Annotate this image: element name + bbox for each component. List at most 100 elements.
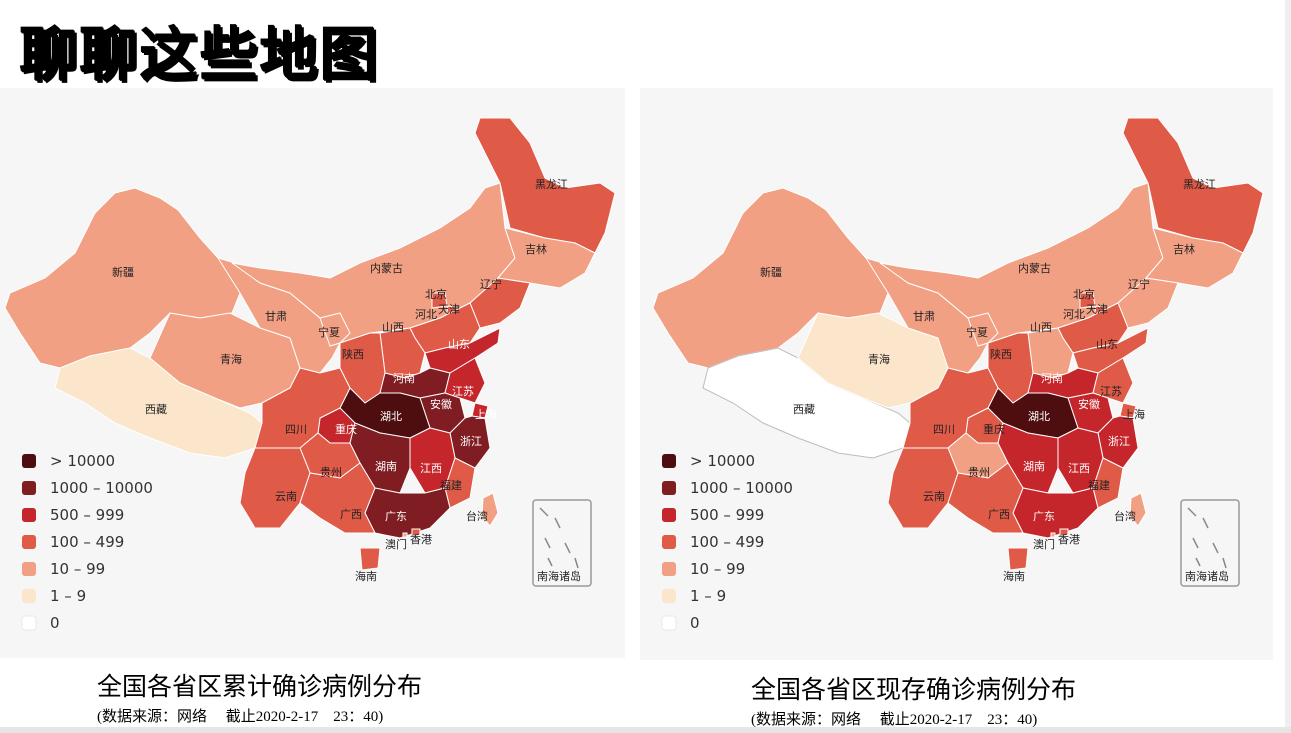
legend-label: > 10000 [50,452,115,470]
label-hubei: 湖北 [1028,410,1050,423]
label-jiangsu: 江苏 [452,385,474,398]
legend-label: 1 – 9 [50,587,86,605]
province-aomen [1050,532,1056,538]
inset-dash [1187,507,1197,517]
inset-dash [1202,517,1209,529]
label-sichuan: 四川 [285,423,307,436]
legend-swatch [22,454,36,468]
label-guangdong: 广东 [1033,510,1055,523]
province-ningxia [967,312,999,347]
caption-cumulative: 全国各省区累计确诊病例分布 (数据来源：网络 截止2020-2-17 23：40… [97,667,422,726]
province-taiwan [481,492,499,527]
legend-swatch [662,481,676,495]
legend-label: 0 [50,614,60,632]
caption-current: 全国各省区现存确诊病例分布 (数据来源：网络 截止2020-2-17 23：40… [751,670,1076,729]
label-sichuan: 四川 [933,423,955,436]
legend-swatch [22,562,36,576]
label-shanghai: 上海 [1123,407,1145,421]
label-yunnan: 云南 [275,490,297,503]
label-neimenggu: 内蒙古 [1018,261,1051,275]
caption-source: (数据来源：网络 截止2020-2-17 23：40) [751,712,1038,728]
province-fujian [444,457,476,509]
map-panel-current: 新疆 西藏 青海 甘肃 内蒙古 黑龙江 吉林 辽宁 北京 天津 河北 山西 宁夏 陕西 山东 河南 江苏 安徽 上海… [640,88,1273,660]
legend-swatch [22,535,36,549]
legend-label: 100 – 499 [50,533,124,551]
label-henan: 河南 [393,372,415,385]
label-zhejiang: 浙江 [460,435,482,448]
label-fujian: 福建 [440,478,462,492]
province-guangdong [1012,487,1099,539]
slide-title: 聊聊这些地图 [20,21,381,89]
label-yunnan: 云南 [923,490,945,503]
legend: > 10000 1000 – 10000 500 – 999 100 – 499 10 … [21,452,153,632]
legend-label: 0 [690,614,700,632]
province-jilin [497,227,596,289]
province-xianggang [411,528,421,536]
province-guangdong [364,487,451,539]
label-jilin: 吉林 [525,242,547,256]
label-qinghai: 青海 [868,352,890,366]
label-hunan: 湖南 [1023,460,1045,473]
label-shanxi: 山西 [1030,321,1052,334]
label-hunan: 湖南 [375,460,397,473]
province-yunnan [239,447,311,529]
legend-label: > 10000 [690,452,755,470]
inset-label: 南海诸岛 [537,569,581,583]
inset-dash [1192,537,1199,549]
province-hainan [359,547,381,571]
label-gansu: 甘肃 [913,310,935,323]
label-shaanxi: 陕西 [990,347,1012,361]
label-heilongjiang: 黑龙江 [535,178,568,191]
label-jiangxi: 江西 [420,462,442,475]
legend: > 10000 1000 – 10000 500 – 999 100 – 499 10 … [661,452,793,632]
label-taiwan: 台湾 [466,509,488,523]
legend-label: 1 – 9 [690,587,726,605]
label-shanghai: 上海 [475,407,497,421]
caption-source: (数据来源：网络 截止2020-2-17 23：40) [97,709,384,725]
province-hainan [1007,547,1029,571]
label-qinghai: 青海 [220,352,242,366]
label-beijing: 北京 [1073,287,1095,301]
label-liaoning: 辽宁 [1128,277,1150,291]
slide-right-edge [1285,0,1291,727]
legend-label: 500 – 999 [50,506,124,524]
label-aomen: 澳门 [385,537,407,551]
label-beijing: 北京 [425,287,447,301]
province-jilin [1145,227,1244,289]
legend-label: 100 – 499 [690,533,764,551]
inset-dash [554,517,561,529]
legend-swatch [22,508,36,522]
legend-swatch [662,589,676,603]
inset-dash [564,542,571,554]
label-hainan: 海南 [355,569,377,583]
slide-bottom-edge [0,727,1291,733]
label-ningxia: 宁夏 [966,325,988,339]
inset-dash [1212,542,1219,554]
inset-dash [1222,557,1227,569]
province-xianggang [1059,528,1069,536]
label-shandong: 山东 [448,338,470,351]
label-xinjiang: 新疆 [112,265,134,279]
label-jiangxi: 江西 [1068,462,1090,475]
legend-label: 10 – 99 [50,560,105,578]
legend-label: 1000 – 10000 [50,479,153,497]
south-china-sea-inset: 南海诸岛 [1180,499,1240,587]
label-tianjin: 天津 [1086,303,1108,316]
legend-swatch [662,535,676,549]
inset-label: 南海诸岛 [1185,569,1229,583]
province-guangxi [947,462,1024,534]
caption-title: 全国各省区累计确诊病例分布 [97,672,423,701]
label-neimenggu: 内蒙古 [370,261,403,275]
province-beijing [431,292,448,309]
label-zhejiang: 浙江 [1108,435,1130,448]
legend-swatch [662,508,676,522]
label-tianjin: 天津 [438,303,460,316]
label-xizang: 西藏 [145,403,167,416]
label-aomen: 澳门 [1033,537,1055,551]
label-hebei: 河北 [415,308,437,321]
caption-title: 全国各省区现存确诊病例分布 [751,675,1077,704]
label-chongqing: 重庆 [335,422,357,436]
map-panel-cumulative: 新疆 西藏 青海 甘肃 内蒙古 黑龙江 吉林 辽宁 北京 天津 河北 山西 宁夏 陕西 山东 河南 江苏 安徽 上海… [0,88,625,658]
